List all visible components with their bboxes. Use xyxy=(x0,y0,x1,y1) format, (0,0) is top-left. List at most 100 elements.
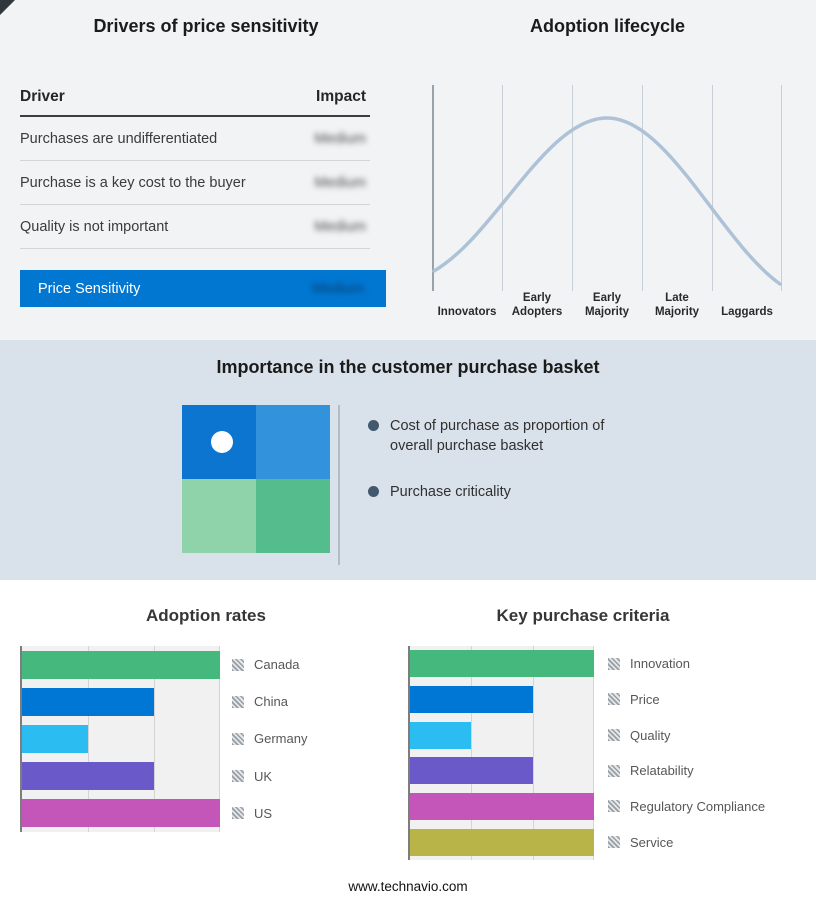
legend-label: Innovation xyxy=(630,656,690,672)
gridline xyxy=(219,646,220,832)
table-row: Purchase is a key cost to the buyer Medi… xyxy=(20,161,370,205)
legend-item-service: Service xyxy=(608,828,765,856)
adoption-rates-legend: Canada China Germany UK US xyxy=(232,646,307,832)
bar-service xyxy=(410,828,594,856)
adoption-rates-title: Adoption rates xyxy=(146,606,266,625)
bar-relatability xyxy=(410,757,533,785)
footer-url: www.technavio.com xyxy=(348,879,468,894)
key-purchase-criteria-legend: Innovation Price Quality Relatability Re… xyxy=(608,646,765,860)
legend-item-germany: Germany xyxy=(232,725,307,753)
gridline xyxy=(502,85,503,291)
legend-item-relatability: Relatability xyxy=(608,757,765,785)
bullet-text: Cost of purchase as proportion of overal… xyxy=(390,418,605,455)
legend-item-quality: Quality xyxy=(608,721,765,749)
legend-item-us: US xyxy=(232,799,307,827)
bar-china xyxy=(22,687,154,716)
lifecycle-panel-title: Adoption lifecycle xyxy=(529,16,686,36)
hatched-swatch-icon xyxy=(608,657,620,670)
adoption-rates-plot xyxy=(20,646,220,832)
hatched-swatch-icon xyxy=(232,658,244,671)
corner-decoration xyxy=(0,0,15,15)
legend-label: US xyxy=(254,805,273,821)
bar-uk xyxy=(22,762,154,791)
position-dot xyxy=(211,431,233,453)
hatched-swatch-icon xyxy=(608,836,620,849)
stage-label: Early Adopters xyxy=(511,292,563,318)
hatched-swatch-icon xyxy=(608,693,620,706)
bars-group xyxy=(22,646,220,832)
gridline xyxy=(154,646,155,832)
legend-label: Service xyxy=(630,834,674,850)
driver-cell: Purchases are undifferentiated xyxy=(20,130,218,147)
gridline xyxy=(642,85,643,291)
legend-label: UK xyxy=(254,768,273,784)
hatched-swatch-icon xyxy=(232,807,244,820)
legend-label: Regulatory Compliance xyxy=(630,798,766,814)
bell-curve-path xyxy=(432,116,782,286)
hatched-swatch-icon xyxy=(232,732,244,745)
bullet-dot-icon xyxy=(368,485,379,497)
hatched-swatch-icon xyxy=(232,770,244,783)
y-axis-line xyxy=(432,85,434,291)
gridline xyxy=(712,85,713,291)
quadrant-axis-line xyxy=(338,405,340,565)
basket-bullet-list: Cost of purchase as proportion of overal… xyxy=(368,416,624,527)
price-sensitivity-row: Price Sensitivity Medium xyxy=(20,270,386,307)
bullet-item: Purchase criticality xyxy=(368,482,624,502)
drivers-panel-title: Drivers of price sensitivity xyxy=(93,16,319,36)
bar-quality xyxy=(410,721,472,749)
impact-cell-blurred: Medium xyxy=(312,280,364,297)
gridline xyxy=(593,646,594,860)
drivers-table: Driver Impact Purchases are undifferenti… xyxy=(20,88,370,249)
stage-label: Early Majority xyxy=(584,292,630,318)
bar-price xyxy=(410,685,533,713)
table-row: Quality is not important Medium xyxy=(20,205,370,249)
bullet-text: Purchase criticality xyxy=(390,483,511,500)
driver-cell: Quality is not important xyxy=(20,218,169,235)
legend-item-regulatory-compliance: Regulatory Compliance xyxy=(608,792,765,820)
bullet-dot-icon xyxy=(368,420,379,431)
stage-label: Late Majority xyxy=(654,292,700,318)
hatched-swatch-icon xyxy=(608,764,620,777)
bar-charts-section: Adoption rates Canada China xyxy=(0,580,816,902)
hatched-swatch-icon xyxy=(232,695,244,708)
gridline xyxy=(781,85,782,291)
impact-cell-blurred: Medium xyxy=(314,218,366,235)
legend-item-price: Price xyxy=(608,685,765,713)
bar-canada xyxy=(22,650,220,679)
bar-regulatory-compliance xyxy=(410,792,594,820)
top-section: Drivers of price sensitivity Driver Impa… xyxy=(0,0,816,340)
stage-label: Laggards xyxy=(721,305,773,318)
quadrant-chart xyxy=(182,405,330,553)
basket-title: Importance in the customer purchase bask… xyxy=(216,357,600,377)
table-row: Purchases are undifferentiated Medium xyxy=(20,117,370,161)
drivers-table-header: Driver Impact xyxy=(20,88,370,117)
legend-label: Quality xyxy=(630,727,671,743)
legend-label: Canada xyxy=(254,657,300,673)
gridline xyxy=(572,85,573,291)
impact-cell-blurred: Medium xyxy=(314,130,366,147)
bell-curve xyxy=(432,116,782,286)
quadrant-bottom-left xyxy=(182,479,256,553)
purchase-basket-section: Importance in the customer purchase bask… xyxy=(0,340,816,580)
legend-item-uk: UK xyxy=(232,762,307,790)
legend-item-canada: Canada xyxy=(232,651,307,679)
key-purchase-criteria-title: Key purchase criteria xyxy=(496,606,670,625)
gridline xyxy=(471,646,473,860)
hatched-swatch-icon xyxy=(608,729,620,742)
stage-label: Innovators xyxy=(437,305,497,318)
legend-label: Relatability xyxy=(630,763,694,779)
price-sensitivity-label: Price Sensitivity xyxy=(38,280,141,297)
legend-label: China xyxy=(254,694,288,710)
driver-cell: Purchase is a key cost to the buyer xyxy=(20,174,246,191)
gridline xyxy=(532,646,534,860)
hatched-swatch-icon xyxy=(608,800,620,813)
lifecycle-stage-labels: Innovators Early Adopters Early Majority… xyxy=(432,292,782,320)
legend-item-innovation: Innovation xyxy=(608,650,765,678)
quadrant-bottom-right xyxy=(256,479,330,553)
bar-germany xyxy=(22,724,88,753)
bar-us xyxy=(22,799,220,828)
legend-label: Price xyxy=(630,691,660,707)
bullet-item: Cost of purchase as proportion of overal… xyxy=(368,416,624,457)
